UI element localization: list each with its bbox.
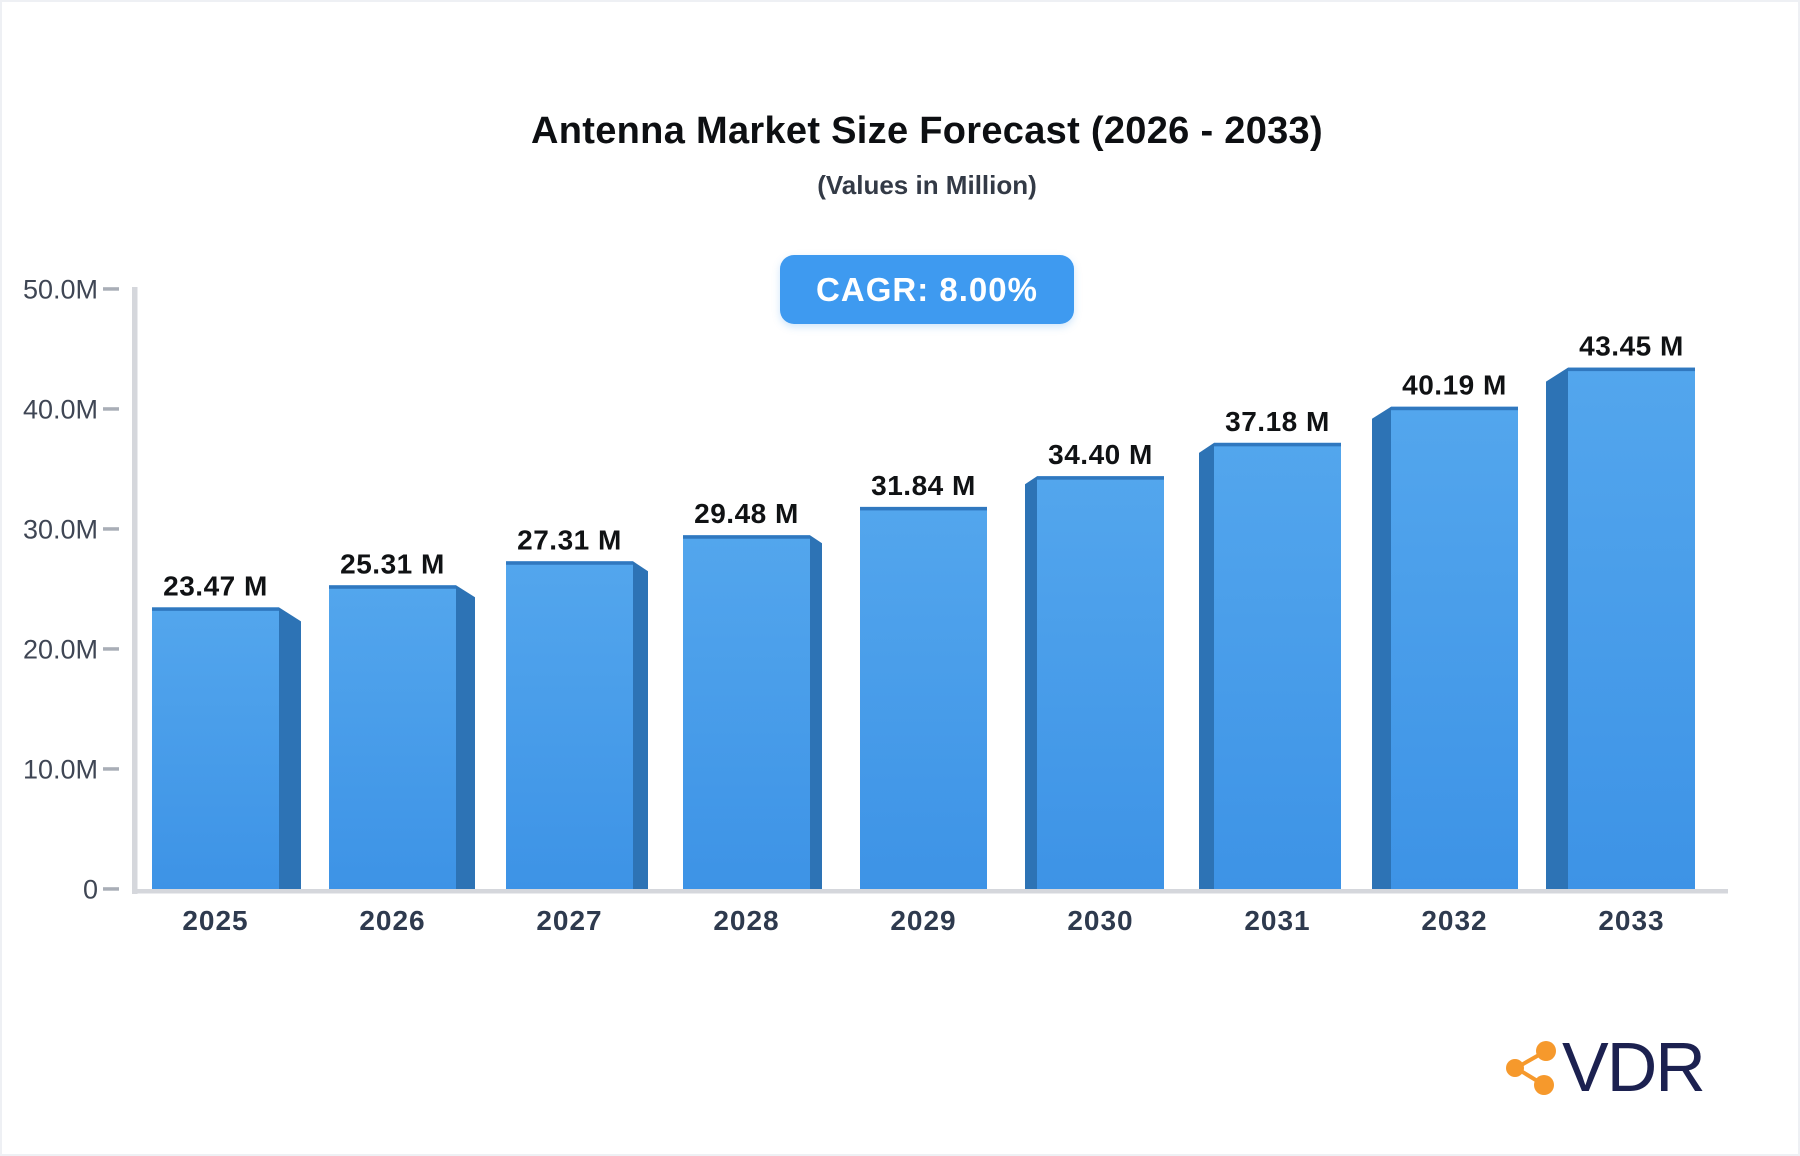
bar-top-edge-2030	[1037, 476, 1164, 480]
bar-top-edge-2026	[329, 585, 456, 589]
y-axis-label: 20.0M	[23, 635, 98, 665]
bar-2025	[152, 607, 279, 889]
y-tick-mark	[103, 647, 119, 651]
logo-text: VDR	[1562, 1028, 1706, 1106]
x-axis-label: 2026	[359, 905, 425, 936]
bar-value-label: 27.31 M	[517, 524, 622, 555]
x-axis-label: 2032	[1421, 905, 1487, 936]
chart-subtitle: (Values in Million)	[817, 170, 1037, 200]
y-tick-mark	[103, 887, 119, 891]
bar-side-2031	[1199, 442, 1214, 889]
bar-side-2028	[810, 535, 822, 889]
bar-value-label: 29.48 M	[694, 498, 799, 529]
bar-value-label: 25.31 M	[340, 548, 445, 579]
bar-2029	[860, 506, 987, 889]
y-axis-label: 50.0M	[23, 275, 98, 305]
y-axis-label: 30.0M	[23, 515, 98, 545]
x-axis-label: 2028	[713, 905, 779, 936]
bar-value-label: 23.47 M	[163, 570, 268, 601]
bar-top-edge-2029	[860, 506, 987, 511]
bar-side-2030	[1025, 476, 1037, 889]
y-axis-label: 10.0M	[23, 755, 98, 785]
bar-2027	[506, 561, 633, 889]
x-axis-label: 2033	[1598, 905, 1664, 936]
x-axis-label: 2025	[182, 905, 248, 936]
bar-side-2025	[279, 607, 301, 889]
bar-top-edge-2031	[1214, 442, 1341, 447]
y-tick-mark	[103, 527, 119, 531]
bar-2033	[1568, 367, 1695, 890]
share-network-icon	[1506, 1041, 1556, 1095]
cagr-badge: CAGR: 8.00%	[780, 255, 1074, 324]
badge-row: CAGR: 8.00%	[52, 255, 1798, 324]
x-axis-label: 2029	[890, 905, 956, 936]
bar-side-2026	[456, 585, 475, 889]
x-axis-line	[132, 889, 1728, 894]
bar-side-2027	[633, 561, 648, 889]
y-axis-line	[132, 287, 138, 894]
bar-top-edge-2033	[1568, 367, 1695, 372]
bar-2026	[329, 585, 456, 889]
bar-value-label: 34.40 M	[1048, 439, 1153, 470]
bar-top-edge-2028	[683, 535, 810, 539]
y-tick-mark	[103, 407, 119, 411]
vdr-logo: VDR	[1500, 1028, 1706, 1106]
bar-value-label: 40.19 M	[1402, 370, 1507, 401]
y-tick-mark	[103, 767, 119, 771]
bar-value-label: 31.84 M	[871, 470, 976, 501]
bar-2028	[683, 535, 810, 889]
y-axis-label: 40.0M	[23, 395, 98, 425]
y-tick-mark	[103, 287, 119, 291]
bar-2031	[1214, 442, 1341, 889]
bar-2030	[1037, 476, 1164, 889]
bar-top-edge-2027	[506, 561, 633, 565]
bar-value-label: 43.45 M	[1579, 331, 1684, 362]
bar-value-label: 37.18 M	[1225, 406, 1330, 437]
chart-header: Antenna Market Size Forecast (2026 - 203…	[52, 2, 1798, 200]
y-axis-label: 0	[83, 875, 98, 905]
x-axis-label: 2030	[1067, 905, 1133, 936]
x-axis-label: 2027	[536, 905, 602, 936]
bar-top-edge-2032	[1391, 406, 1518, 411]
bar-side-2033	[1546, 367, 1568, 890]
bar-2032	[1391, 406, 1518, 889]
chart-title: Antenna Market Size Forecast (2026 - 203…	[531, 110, 1323, 152]
bar-side-2032	[1372, 406, 1391, 889]
x-axis-label: 2031	[1244, 905, 1310, 936]
bar-top-edge-2025	[152, 607, 279, 611]
